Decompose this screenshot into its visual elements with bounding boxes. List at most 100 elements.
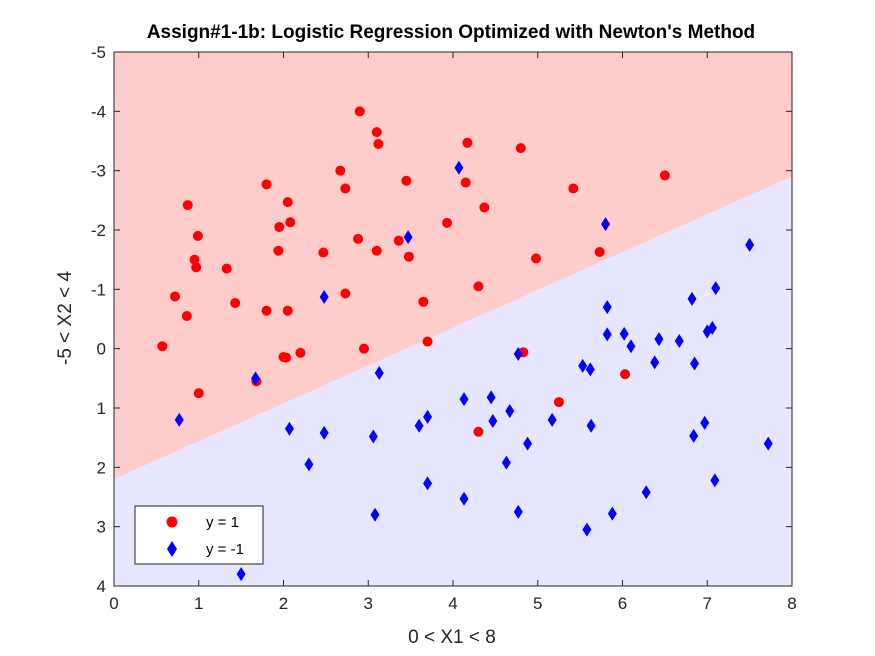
point-y-negative-34: [368, 429, 378, 444]
point-y-positive-20: [393, 235, 404, 246]
point-y-positive-26: [191, 262, 202, 273]
y-tick-label-3: -2: [91, 221, 106, 240]
y-tick-label-2: -3: [91, 162, 106, 181]
point-y-negative-40: [423, 476, 433, 491]
legend-label-y-positive: y = 1: [206, 514, 239, 531]
point-y-positive-33: [261, 305, 272, 316]
point-y-negative-22: [459, 392, 469, 407]
point-y-negative-32: [284, 421, 294, 436]
point-y-negative-19: [585, 362, 595, 377]
point-y-positive-10: [568, 183, 579, 194]
point-y-positive-35: [181, 311, 192, 322]
x-tick-label-1: 1: [194, 594, 203, 613]
y-tick-label-8: 3: [97, 518, 106, 537]
point-y-negative-46: [607, 506, 617, 521]
x-tick-label-8: 8: [787, 594, 796, 613]
y-tick-label-9: 4: [97, 577, 106, 596]
point-y-negative-44: [513, 504, 523, 519]
point-y-positive-4: [515, 143, 526, 154]
point-y-negative-30: [586, 418, 596, 433]
point-y-positive-48: [553, 397, 564, 408]
legend-box: [134, 505, 264, 565]
point-y-positive-1: [371, 127, 382, 138]
point-y-positive-34: [282, 305, 293, 316]
y-axis-label: -5 < X2 < 4: [55, 271, 76, 365]
point-y-positive-19: [353, 233, 364, 244]
x-tick-label-4: 4: [448, 594, 457, 613]
x-tick-label-0: 0: [109, 594, 118, 613]
point-y-positive-11: [659, 170, 670, 181]
point-y-negative-36: [689, 428, 699, 443]
point-y-positive-2: [373, 138, 384, 149]
point-y-negative-26: [488, 414, 498, 429]
point-y-positive-39: [295, 347, 306, 358]
point-y-positive-8: [401, 175, 412, 186]
x-tick-label-2: 2: [279, 594, 288, 613]
point-y-negative-23: [486, 390, 496, 405]
point-y-positive-41: [281, 352, 292, 363]
point-y-negative-33: [319, 425, 329, 440]
point-y-negative-25: [423, 409, 433, 424]
point-y-positive-22: [318, 247, 329, 258]
point-y-positive-24: [403, 251, 414, 262]
x-axis-ticks: 0 1 2 3 4 5 6 7 8: [109, 52, 797, 613]
point-y-positive-47: [620, 369, 631, 380]
point-y-positive-49: [473, 426, 484, 437]
point-y-positive-6: [340, 183, 351, 194]
chart-title: Assign#1-1b: Logistic Regression Optimiz…: [147, 22, 755, 43]
y-tick-label-5: 0: [97, 340, 106, 359]
point-y-positive-18: [442, 217, 453, 228]
point-y-positive-43: [422, 336, 433, 347]
point-y-positive-9: [460, 177, 471, 188]
point-y-negative-5: [711, 281, 721, 296]
point-y-positive-37: [473, 281, 484, 292]
y-tick-label-7: 2: [97, 458, 106, 477]
point-y-negative-17: [690, 356, 700, 371]
point-y-negative-21: [251, 371, 261, 386]
point-y-positive-30: [170, 291, 181, 302]
point-y-negative-6: [687, 291, 697, 306]
point-y-positive-25: [189, 254, 200, 265]
point-y-negative-0: [454, 160, 464, 175]
point-y-positive-0: [354, 106, 365, 117]
point-y-negative-31: [700, 415, 710, 430]
y-tick-label-1: -4: [91, 102, 106, 121]
point-y-positive-29: [594, 246, 605, 257]
point-y-negative-10: [626, 339, 636, 354]
point-y-negative-27: [505, 403, 515, 418]
point-y-positive-42: [359, 343, 370, 354]
x-tick-label-7: 7: [703, 594, 712, 613]
point-y-positive-32: [230, 297, 241, 308]
x-tick-label-3: 3: [364, 594, 373, 613]
legend-marker-y-positive: [166, 516, 178, 528]
point-y-negative-7: [602, 300, 612, 315]
point-y-negative-48: [236, 567, 246, 582]
point-y-negative-42: [641, 485, 651, 500]
point-y-negative-47: [582, 522, 592, 537]
point-y-positive-46: [193, 388, 204, 399]
point-y-negative-43: [459, 491, 469, 506]
point-y-negative-29: [414, 418, 424, 433]
point-y-positive-21: [273, 245, 284, 256]
point-y-positive-28: [531, 253, 542, 264]
point-y-positive-17: [192, 230, 203, 241]
point-y-negative-3: [745, 237, 755, 252]
region-y-negative: [114, 176, 792, 586]
point-y-positive-13: [282, 197, 293, 208]
point-y-negative-11: [654, 332, 664, 347]
point-y-negative-20: [374, 365, 384, 380]
point-y-negative-38: [304, 457, 314, 472]
point-y-negative-35: [523, 436, 533, 451]
y-tick-label-4: -1: [91, 280, 106, 299]
point-y-positive-16: [274, 222, 285, 233]
point-y-positive-7: [261, 179, 272, 190]
point-y-positive-36: [418, 296, 429, 307]
point-y-positive-31: [340, 288, 351, 299]
point-y-positive-3: [462, 137, 473, 148]
point-y-positive-5: [335, 165, 346, 176]
point-y-positive-14: [479, 202, 490, 213]
legend-label-y-negative: y = -1: [206, 541, 244, 558]
x-tick-label-5: 5: [533, 594, 542, 613]
legend-marker-y-negative: [167, 541, 177, 557]
